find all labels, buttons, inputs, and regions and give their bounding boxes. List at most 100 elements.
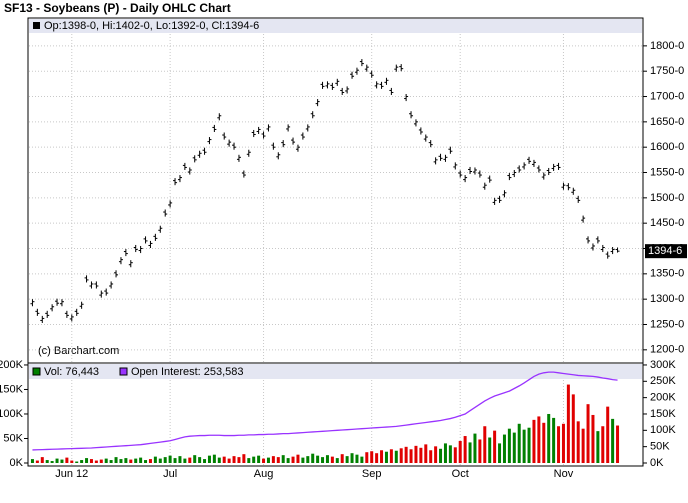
volume-bar (566, 384, 570, 463)
volume-bar (493, 430, 497, 463)
x-tick-label: Sep (362, 468, 382, 480)
legend-swatch (33, 22, 40, 29)
x-tick-label: Aug (254, 468, 274, 480)
open-interest-line (32, 371, 618, 451)
volume-bar (532, 419, 536, 463)
volume-bar (173, 458, 177, 463)
volume-bar (198, 457, 202, 463)
volume-bar (306, 456, 310, 463)
y-tick-label: 1650-0 (650, 116, 684, 128)
volume-bar (561, 423, 565, 463)
volume-bar (512, 432, 516, 463)
volume-bar (448, 445, 452, 463)
volume-bar (581, 428, 585, 463)
volume-bar (45, 460, 49, 463)
y-tick-label: 1550-0 (650, 166, 684, 178)
volume-bar (321, 457, 325, 463)
y2-tick-label: 150K (650, 408, 676, 420)
volume-bar (468, 442, 472, 463)
volume-bar (596, 431, 600, 463)
price-panel (27, 17, 644, 364)
volume-bar (380, 450, 384, 463)
volume-bar (463, 436, 467, 463)
x-tick-label: Jul (163, 468, 177, 480)
volume-bar (335, 458, 339, 463)
volume-bar (301, 457, 305, 463)
volume-bar (207, 455, 211, 463)
volume-bar (404, 446, 408, 463)
volume-bar (498, 443, 502, 463)
volume-bar (281, 455, 285, 463)
volume-bar (271, 456, 275, 463)
volume-legend-strip (29, 364, 642, 379)
volume-bar (242, 454, 246, 463)
volume-bar (203, 459, 207, 463)
last-price-label: 1394-6 (648, 245, 682, 257)
volume-bar (507, 428, 511, 463)
volume-bar (458, 440, 462, 463)
volume-bar (129, 459, 133, 463)
volume-bar (75, 461, 79, 463)
legend-swatch (119, 367, 128, 376)
volume-bar (537, 416, 541, 463)
volume-bar (144, 460, 148, 463)
y-tick-label: 1500-0 (650, 192, 684, 204)
volume-bar (89, 459, 93, 463)
volume-bar (296, 454, 300, 463)
plot-layer: 1200-01250-01300-01350-01400-01450-01500… (0, 34, 687, 480)
volume-bar (394, 450, 398, 463)
volume-bar (85, 458, 89, 463)
credit: (c) Barchart.com (38, 345, 119, 357)
volume-bar (360, 456, 364, 463)
volume-bar (65, 457, 69, 463)
volume-bar (247, 458, 251, 463)
volume-bar (70, 460, 74, 463)
volume-bar (168, 455, 172, 463)
volume-bar (40, 457, 44, 463)
y2-tick-label: 300K (650, 359, 676, 371)
volume-bar (178, 456, 182, 463)
y2-tick-label: 50K (650, 441, 670, 453)
volume-bar (473, 433, 477, 463)
volume-bar (370, 451, 374, 463)
volume-bar (571, 394, 575, 463)
volume-bar (227, 458, 231, 463)
volume-bar (409, 449, 413, 463)
volume-bar (257, 455, 261, 463)
volume-bar (94, 460, 98, 463)
volume-bar (222, 456, 226, 463)
volume-bar (502, 434, 506, 463)
volume-bar (99, 459, 103, 463)
y-tick-label: 1750-0 (650, 65, 684, 77)
volume-bar (183, 458, 187, 463)
volume-bar (148, 459, 152, 463)
legend-swatch (32, 367, 41, 376)
price-legend-strip (29, 19, 642, 33)
volume-bar (389, 449, 393, 463)
y-tick-label: 1450-0 (650, 217, 684, 229)
volume-bar (488, 437, 492, 463)
volume-panel (27, 362, 644, 467)
y-tick-label: 0K (10, 457, 24, 469)
volume-bar (325, 455, 329, 463)
price-legend: Op:1398-0, Hi:1402-0, Lo:1392-0, Cl:1394… (44, 20, 259, 32)
volume-bar (586, 404, 590, 463)
volume-bar (616, 425, 620, 463)
y-tick-label: 1800-0 (650, 40, 684, 52)
x-tick-label: Oct (452, 468, 469, 480)
last-price-box (645, 244, 687, 259)
volume-bar (119, 459, 123, 463)
volume-bar (557, 426, 561, 463)
volume-bar (217, 457, 221, 463)
volume-bar (266, 457, 270, 463)
volume-bar (355, 454, 359, 463)
volume-bar (232, 456, 236, 463)
chart-title: SF13 - Soybeans (P) - Daily OHLC Chart (4, 1, 231, 15)
volume-bar (212, 454, 216, 463)
volume-bar (483, 426, 487, 463)
volume-bar (478, 439, 482, 463)
volume-bar (139, 457, 143, 463)
volume-bar (601, 426, 605, 463)
